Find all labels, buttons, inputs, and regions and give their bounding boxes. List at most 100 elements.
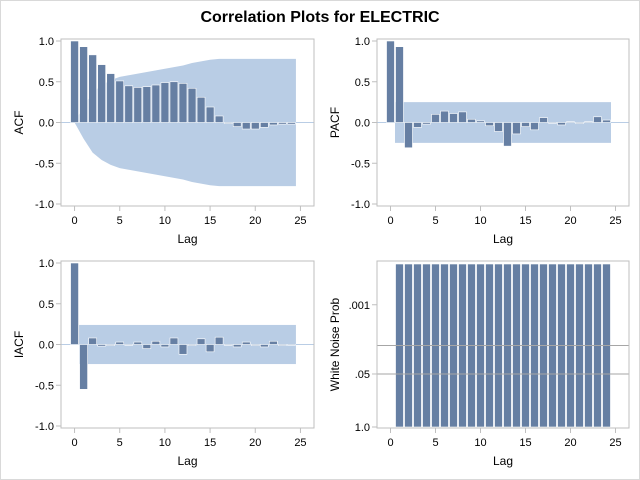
- bar-lag-14: [512, 122, 521, 135]
- bar-lag-18: [232, 122, 242, 127]
- figure-title: Correlation Plots for ELECTRIC: [200, 9, 440, 26]
- y-axis-label: IACF: [12, 331, 26, 358]
- bar-lag-2: [88, 337, 97, 345]
- y-tick-label: 0.0: [39, 118, 54, 130]
- y-tick-label: -0.5: [351, 158, 370, 170]
- bar-lag-17: [223, 344, 233, 346]
- bar-lag-7: [133, 87, 143, 123]
- bar-lag-13: [503, 122, 512, 147]
- bar-lag-18: [548, 122, 557, 124]
- bar-lag-17: [223, 122, 233, 124]
- bar-lag-21: [260, 122, 269, 128]
- y-tick-label: 0.5: [355, 77, 370, 89]
- bar-lag-1: [395, 46, 404, 123]
- y-tick-label: 0.0: [355, 118, 370, 130]
- y-axis-label: PACF: [328, 107, 342, 138]
- bar-lag-18: [232, 344, 242, 348]
- bar-lag-19: [557, 122, 566, 126]
- x-axis-label: Lag: [493, 232, 513, 246]
- bar-lag-15: [205, 344, 215, 353]
- x-tick-label: 20: [564, 215, 576, 227]
- x-tick-label: 15: [519, 437, 531, 449]
- y-tick-label: -1.0: [35, 199, 54, 211]
- x-tick-label: 10: [474, 437, 486, 449]
- x-tick-label: 0: [71, 437, 77, 449]
- y-tick-label: 1.0: [39, 258, 54, 270]
- bar-lag-8: [458, 111, 467, 123]
- x-tick-label: 5: [432, 215, 438, 227]
- y-tick-label: -1.0: [351, 199, 370, 211]
- bar-lag-9: [151, 340, 161, 345]
- x-tick-label: 0: [387, 437, 393, 449]
- y-axis-label: White Noise Prob: [328, 297, 342, 391]
- bar-lag-12: [178, 344, 188, 355]
- x-axis-label: Lag: [177, 454, 197, 468]
- bar-lag-20: [250, 122, 260, 130]
- x-tick-label: 25: [294, 437, 306, 449]
- bar-lag-9: [151, 84, 161, 123]
- bar-lag-22: [269, 340, 278, 345]
- bar-lag-14: [196, 96, 206, 123]
- y-tick-label: -1.0: [35, 421, 54, 433]
- x-tick-label: 10: [159, 437, 171, 449]
- bar-lag-23: [593, 116, 602, 123]
- bar-lag-22: [584, 121, 593, 123]
- bar-lag-21: [260, 344, 269, 348]
- bar-lag-12: [494, 122, 503, 132]
- bar-lag-4: [106, 73, 115, 123]
- bar-lag-3: [97, 344, 106, 347]
- x-tick-label: 25: [294, 215, 306, 227]
- bar-lag-11: [169, 81, 179, 123]
- x-tick-label: 0: [387, 215, 393, 227]
- bar-lag-20: [250, 344, 260, 346]
- y-tick-label: 1.0: [355, 422, 370, 434]
- bar-lag-16: [214, 336, 224, 345]
- x-axis-label: Lag: [493, 454, 513, 468]
- bar-lag-5: [115, 80, 125, 123]
- bar-lag-11: [169, 337, 179, 345]
- bar-lag-23: [278, 344, 287, 346]
- bar-lag-2: [88, 54, 97, 123]
- bar-lag-19: [241, 341, 251, 345]
- y-tick-label: 0.5: [39, 299, 54, 311]
- bar-lag-15: [521, 122, 530, 127]
- bar-lag-9: [467, 118, 476, 123]
- bar-lag-0: [70, 262, 79, 345]
- x-tick-label: 10: [159, 215, 171, 227]
- bar-lag-0: [386, 40, 395, 123]
- bar-lag-10: [160, 82, 170, 123]
- bar-lag-7: [449, 113, 458, 123]
- bar-lag-6: [440, 110, 449, 123]
- bar-lag-5: [431, 114, 440, 123]
- bar-lag-23: [278, 122, 287, 125]
- bar-lag-12: [178, 83, 188, 123]
- bar-lag-6: [124, 344, 134, 346]
- bar-lag-1: [79, 344, 88, 390]
- x-tick-label: 10: [474, 215, 486, 227]
- bar-lag-15: [205, 106, 215, 123]
- bar-lag-4: [422, 122, 431, 125]
- x-tick-label: 5: [117, 215, 123, 227]
- bar-lag-3: [413, 122, 422, 128]
- x-tick-label: 20: [249, 215, 261, 227]
- x-tick-label: 0: [71, 215, 77, 227]
- y-tick-label: -0.5: [35, 158, 54, 170]
- acf-panel: -1.0 -0.5 0.0 0.5 1.0 0 5 10 15 20 25 Lag ACF: [12, 36, 315, 246]
- bar-lag-24: [287, 344, 296, 346]
- x-tick-label: 5: [432, 437, 438, 449]
- y-tick-label: -0.5: [35, 380, 54, 392]
- pacf-panel: -1.0 -0.5 0.0 0.5 1.0 0 5 10 15 20 25 Lag PACF: [328, 36, 630, 246]
- bar-lag-7: [133, 341, 143, 345]
- x-tick-label: 20: [564, 437, 576, 449]
- y-tick-label: 0.0: [39, 340, 54, 352]
- x-tick-label: 20: [249, 437, 261, 449]
- bar-lag-5: [115, 341, 125, 345]
- y-tick-label: 1.0: [39, 36, 54, 48]
- bar-lag-21: [575, 122, 584, 124]
- bar-lag-8: [142, 344, 152, 349]
- y-tick-label: 1.0: [355, 36, 370, 48]
- bar-lag-4: [106, 344, 115, 346]
- y-tick-label: .001: [349, 300, 370, 312]
- bar-lag-19: [241, 122, 251, 130]
